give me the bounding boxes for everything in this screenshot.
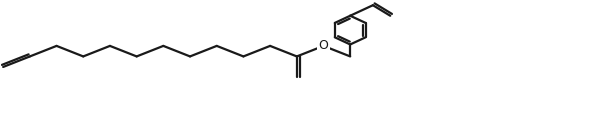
Text: O: O (319, 39, 328, 52)
